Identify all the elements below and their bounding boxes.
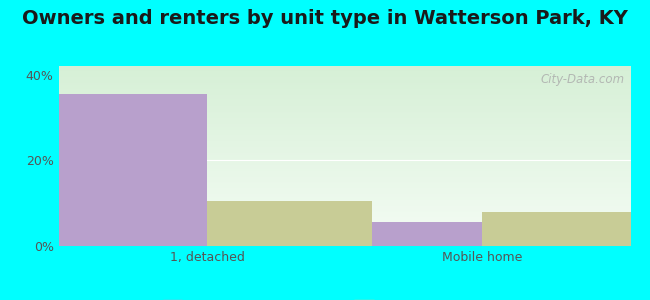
Text: City-Data.com: City-Data.com bbox=[541, 73, 625, 86]
Bar bbox=[317, 222, 482, 246]
Text: Owners and renters by unit type in Watterson Park, KY: Owners and renters by unit type in Watte… bbox=[22, 9, 628, 28]
Bar bbox=[207, 201, 372, 246]
Legend: Owner occupied units, Renter occupied units: Owner occupied units, Renter occupied un… bbox=[157, 295, 532, 300]
Bar bbox=[482, 212, 647, 246]
Bar bbox=[42, 94, 207, 246]
